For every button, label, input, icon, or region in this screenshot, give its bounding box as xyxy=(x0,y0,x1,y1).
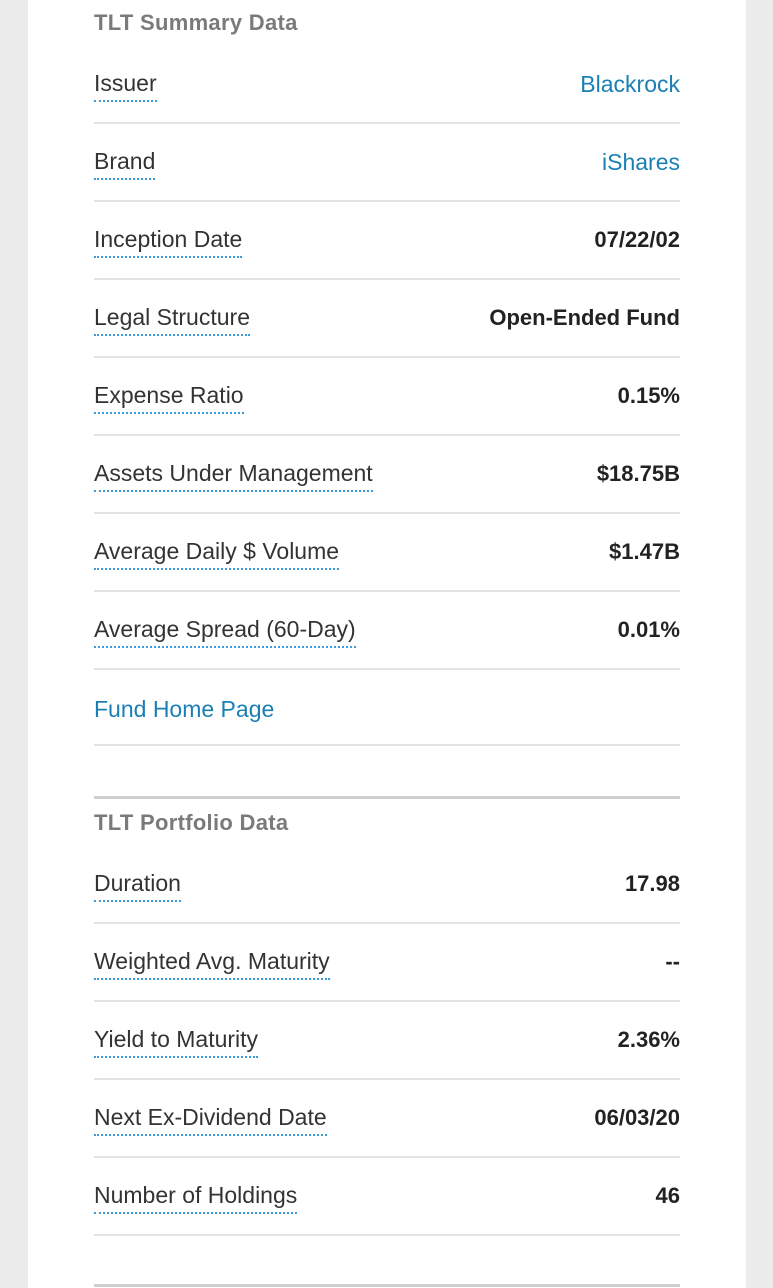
summary-section-title: TLT Summary Data xyxy=(94,10,298,35)
expense-ratio-label[interactable]: Expense Ratio xyxy=(94,382,244,414)
inception-date-value: 07/22/02 xyxy=(594,227,680,252)
yield-to-maturity-value: 2.36% xyxy=(617,1027,680,1052)
next-ex-dividend-value: 06/03/20 xyxy=(594,1105,680,1130)
bottom-divider xyxy=(94,1284,680,1287)
summary-row-avg-daily-volume: Average Daily $ Volume $1.47B xyxy=(94,514,680,592)
number-of-holdings-value: 46 xyxy=(655,1183,680,1208)
avg-spread-value: 0.01% xyxy=(617,617,680,642)
summary-row-aum: Assets Under Management $18.75B xyxy=(94,436,680,514)
issuer-label[interactable]: Issuer xyxy=(94,70,157,102)
duration-label[interactable]: Duration xyxy=(94,870,181,902)
portfolio-section-title: TLT Portfolio Data xyxy=(94,810,289,835)
weighted-avg-maturity-value: -- xyxy=(665,949,680,974)
next-ex-dividend-label[interactable]: Next Ex-Dividend Date xyxy=(94,1104,327,1136)
summary-row-fund-home: Fund Home Page xyxy=(94,670,680,746)
summary-row-issuer: Issuer Blackrock xyxy=(94,46,680,124)
summary-row-brand: Brand iShares xyxy=(94,124,680,202)
portfolio-row-yield-to-maturity: Yield to Maturity 2.36% xyxy=(94,1002,680,1080)
portfolio-row-weighted-avg-maturity: Weighted Avg. Maturity -- xyxy=(94,924,680,1002)
avg-spread-label[interactable]: Average Spread (60-Day) xyxy=(94,616,356,648)
inception-date-label[interactable]: Inception Date xyxy=(94,226,243,258)
weighted-avg-maturity-label[interactable]: Weighted Avg. Maturity xyxy=(94,948,330,980)
summary-row-avg-spread: Average Spread (60-Day) 0.01% xyxy=(94,592,680,670)
brand-link[interactable]: iShares xyxy=(602,148,680,175)
legal-structure-value: Open-Ended Fund xyxy=(489,305,680,330)
portfolio-row-number-of-holdings: Number of Holdings 46 xyxy=(94,1158,680,1236)
section-divider xyxy=(94,796,680,799)
aum-label[interactable]: Assets Under Management xyxy=(94,460,373,492)
avg-daily-volume-label[interactable]: Average Daily $ Volume xyxy=(94,538,340,570)
fund-data-card: TLT Summary Data Issuer Blackrock Brand … xyxy=(28,0,746,1288)
yield-to-maturity-label[interactable]: Yield to Maturity xyxy=(94,1026,259,1058)
avg-daily-volume-value: $1.47B xyxy=(609,539,680,564)
portfolio-row-duration: Duration 17.98 xyxy=(94,846,680,924)
expense-ratio-value: 0.15% xyxy=(617,383,680,408)
summary-row-expense-ratio: Expense Ratio 0.15% xyxy=(94,358,680,436)
summary-row-inception-date: Inception Date 07/22/02 xyxy=(94,202,680,280)
number-of-holdings-label[interactable]: Number of Holdings xyxy=(94,1182,298,1214)
duration-value: 17.98 xyxy=(624,871,680,896)
portfolio-section: TLT Portfolio Data Duration 17.98 Weight… xyxy=(94,800,680,1236)
portfolio-row-next-ex-dividend: Next Ex-Dividend Date 06/03/20 xyxy=(94,1080,680,1158)
summary-section: TLT Summary Data Issuer Blackrock Brand … xyxy=(94,0,680,746)
issuer-link[interactable]: Blackrock xyxy=(580,70,680,97)
aum-value: $18.75B xyxy=(596,461,680,486)
legal-structure-label[interactable]: Legal Structure xyxy=(94,304,250,336)
fund-home-page-link[interactable]: Fund Home Page xyxy=(94,695,275,722)
summary-row-legal-structure: Legal Structure Open-Ended Fund xyxy=(94,280,680,358)
brand-label[interactable]: Brand xyxy=(94,148,156,180)
